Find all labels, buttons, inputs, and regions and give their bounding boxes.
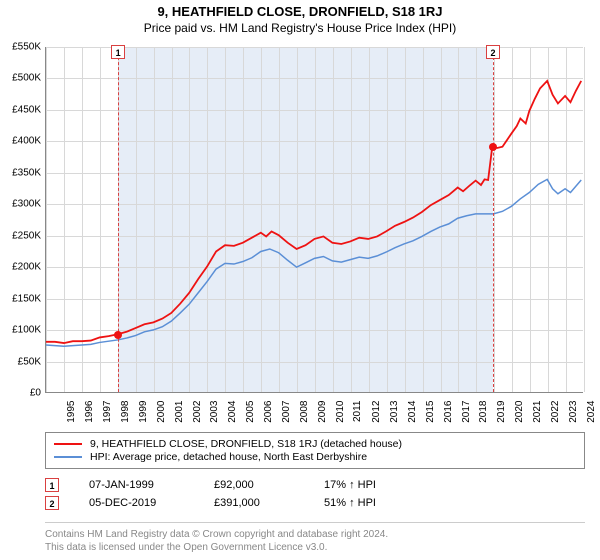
event-marker: 2	[486, 45, 500, 59]
chart-titles: 9, HEATHFIELD CLOSE, DRONFIELD, S18 1RJ …	[0, 0, 600, 35]
sale-hpi: 51% ↑ HPI	[324, 497, 404, 509]
x-tick-label: 2002	[191, 401, 202, 423]
sale-date: 07-JAN-1999	[89, 479, 184, 491]
chart-container: 9, HEATHFIELD CLOSE, DRONFIELD, S18 1RJ …	[0, 0, 600, 560]
sale-date: 05-DEC-2019	[89, 497, 184, 509]
legend-swatch	[54, 456, 82, 458]
y-tick-label: £250K	[12, 230, 41, 241]
sale-marker: 1	[45, 478, 59, 492]
sales-table: 1 07-JAN-1999 £92,000 17% ↑ HPI 2 05-DEC-2019…	[45, 474, 585, 514]
event-dash	[118, 47, 119, 392]
y-tick-label: £450K	[12, 104, 41, 115]
legend-swatch	[54, 443, 82, 445]
y-tick-label: £0	[30, 388, 41, 399]
x-tick-label: 2014	[406, 401, 417, 423]
x-tick-label: 1998	[120, 401, 131, 423]
y-tick-label: £50K	[18, 356, 41, 367]
x-tick-label: 2009	[317, 401, 328, 423]
sale-point	[489, 143, 497, 151]
sale-row: 2 05-DEC-2019 £391,000 51% ↑ HPI	[45, 496, 585, 510]
x-tick-label: 2022	[550, 401, 561, 423]
chart-title: 9, HEATHFIELD CLOSE, DRONFIELD, S18 1RJ	[0, 4, 600, 19]
x-tick-label: 2016	[442, 401, 453, 423]
x-axis-labels: 1995 1996 1997 1998 1999 2000 2001 2002 2003 2004…	[45, 397, 583, 427]
x-tick-label: 2006	[263, 401, 274, 423]
sale-point	[114, 331, 122, 339]
x-tick-label: 1999	[137, 401, 148, 423]
x-tick-label: 2020	[514, 401, 525, 423]
y-tick-label: £350K	[12, 167, 41, 178]
x-tick-label: 1997	[102, 401, 113, 423]
footer-line1: Contains HM Land Registry data © Crown c…	[45, 528, 585, 541]
plot-area: 12	[45, 47, 583, 393]
line-series-svg	[46, 47, 583, 392]
x-tick-label: 2000	[155, 401, 166, 423]
y-tick-label: £400K	[12, 136, 41, 147]
y-tick-label: £150K	[12, 293, 41, 304]
legend-label: HPI: Average price, detached house, Nort…	[90, 451, 367, 463]
y-axis-labels: £0 £50K £100K £150K £200K £250K £300K £350K £400…	[0, 47, 45, 401]
x-tick-label: 1995	[66, 401, 77, 423]
event-dash	[493, 47, 494, 392]
sale-price: £391,000	[214, 497, 294, 509]
x-tick-label: 2003	[209, 401, 220, 423]
legend: 9, HEATHFIELD CLOSE, DRONFIELD, S18 1RJ …	[45, 432, 585, 469]
footer-text: Contains HM Land Registry data © Crown c…	[45, 528, 585, 554]
footer-line2: This data is licensed under the Open Gov…	[45, 541, 585, 554]
x-tick-label: 2007	[281, 401, 292, 423]
y-tick-label: £550K	[12, 42, 41, 53]
chart-subtitle: Price paid vs. HM Land Registry's House …	[0, 21, 600, 35]
x-tick-label: 2021	[532, 401, 543, 423]
sale-marker: 2	[45, 496, 59, 510]
sale-price: £92,000	[214, 479, 294, 491]
grid-v	[584, 47, 585, 392]
y-tick-label: £500K	[12, 73, 41, 84]
x-tick-label: 2012	[371, 401, 382, 423]
x-tick-label: 2011	[352, 401, 363, 423]
footer-divider	[45, 522, 585, 523]
y-tick-label: £300K	[12, 199, 41, 210]
x-tick-label: 2017	[460, 401, 471, 423]
x-tick-label: 2024	[586, 401, 597, 423]
x-tick-label: 2019	[496, 401, 507, 423]
x-tick-label: 2008	[299, 401, 310, 423]
legend-label: 9, HEATHFIELD CLOSE, DRONFIELD, S18 1RJ …	[90, 438, 402, 450]
series-hpi	[46, 179, 581, 346]
x-tick-label: 2015	[424, 401, 435, 423]
sale-row: 1 07-JAN-1999 £92,000 17% ↑ HPI	[45, 478, 585, 492]
legend-row: 9, HEATHFIELD CLOSE, DRONFIELD, S18 1RJ …	[54, 438, 576, 450]
x-tick-label: 2004	[227, 401, 238, 423]
event-marker: 1	[111, 45, 125, 59]
sale-hpi: 17% ↑ HPI	[324, 479, 404, 491]
x-tick-label: 2005	[245, 401, 256, 423]
x-tick-label: 2013	[389, 401, 400, 423]
x-tick-label: 2023	[568, 401, 579, 423]
x-tick-label: 1996	[84, 401, 95, 423]
y-tick-label: £100K	[12, 325, 41, 336]
legend-row: HPI: Average price, detached house, Nort…	[54, 451, 576, 463]
chart-area: £0 £50K £100K £150K £200K £250K £300K £350K £400…	[0, 39, 600, 424]
x-tick-label: 2001	[173, 401, 184, 423]
y-tick-label: £200K	[12, 262, 41, 273]
x-tick-label: 2010	[335, 401, 346, 423]
x-tick-label: 2018	[478, 401, 489, 423]
